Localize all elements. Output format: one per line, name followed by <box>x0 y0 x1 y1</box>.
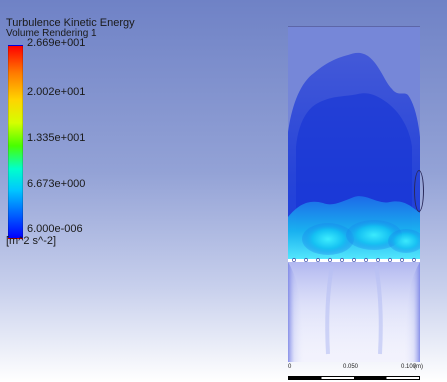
scale-bar-graphic <box>288 376 420 380</box>
plate-holes <box>292 258 416 262</box>
domain-outline <box>288 26 420 362</box>
colorbar-unit: [m^2 s^-2] <box>6 235 57 247</box>
legend-title: Turbulence Kinetic Energy <box>6 17 135 29</box>
domain-lower-region <box>288 262 420 362</box>
scale-label-0: 0 <box>288 364 292 370</box>
colorbar-tick-max: 2.669e+001 <box>27 37 86 49</box>
domain-upper-region <box>288 27 420 260</box>
colorbar-tick-min: 6.000e-006 <box>27 223 83 235</box>
volume-rendering-lower <box>288 262 420 362</box>
colorbar <box>8 45 23 239</box>
volume-rendering-upper <box>288 52 420 260</box>
scale-bar: 0 0.050 0.100 (m) <box>288 364 423 382</box>
colorbar-tick-4: 6.673e+000 <box>27 178 86 190</box>
scale-label-unit: (m) <box>414 364 423 370</box>
scale-label-0050: 0.050 <box>343 364 359 370</box>
colorbar-tick-2: 2.002e+001 <box>27 86 86 98</box>
scale-label-0100: 0.100 <box>401 364 417 370</box>
colorbar-tick-3: 1.335e+001 <box>27 132 86 144</box>
legend-subtitle: Volume Rendering 1 <box>6 28 97 39</box>
domain-side-bump <box>414 170 424 212</box>
